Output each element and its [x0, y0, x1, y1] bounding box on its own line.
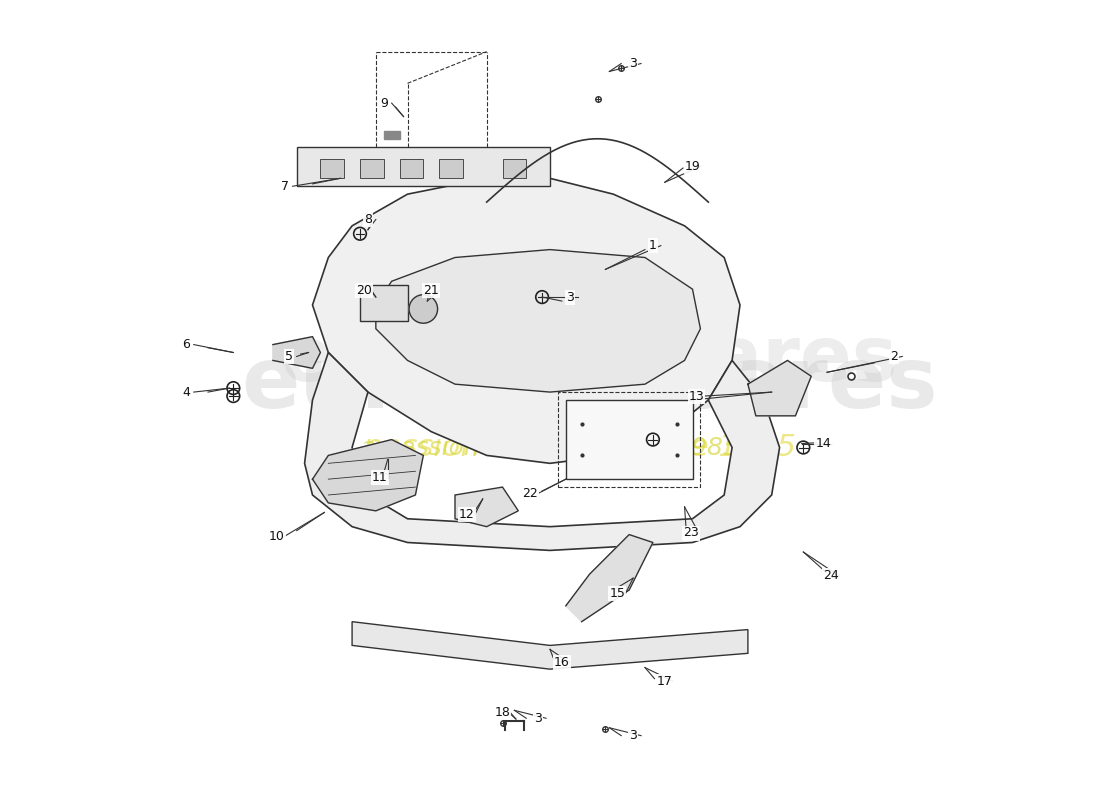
Text: 16: 16	[554, 656, 570, 670]
Polygon shape	[312, 178, 740, 463]
Text: eurocarspares: eurocarspares	[241, 342, 938, 426]
Text: 11: 11	[372, 471, 387, 484]
Text: 3: 3	[535, 712, 542, 725]
Text: 18: 18	[495, 706, 510, 719]
Text: 1: 1	[649, 239, 657, 252]
FancyBboxPatch shape	[565, 400, 693, 479]
Circle shape	[409, 294, 438, 323]
Polygon shape	[455, 487, 518, 526]
Text: 3: 3	[565, 290, 574, 303]
Text: 13: 13	[689, 390, 704, 402]
Text: a passion for parts since 1985: a passion for parts since 1985	[336, 433, 796, 462]
Polygon shape	[312, 439, 424, 511]
FancyBboxPatch shape	[399, 158, 424, 178]
Text: 14: 14	[815, 437, 830, 450]
Text: 17: 17	[657, 674, 673, 687]
Text: 10: 10	[268, 530, 285, 542]
Text: 3: 3	[629, 729, 637, 742]
Polygon shape	[273, 337, 320, 368]
Text: 21: 21	[424, 284, 439, 298]
Text: eurocarspares: eurocarspares	[280, 323, 899, 398]
FancyBboxPatch shape	[320, 158, 344, 178]
Text: 9: 9	[379, 97, 387, 110]
Text: 5: 5	[285, 350, 293, 363]
Text: 23: 23	[683, 526, 698, 539]
Polygon shape	[305, 353, 780, 550]
Polygon shape	[384, 131, 399, 138]
FancyBboxPatch shape	[503, 158, 526, 178]
FancyBboxPatch shape	[360, 158, 384, 178]
Polygon shape	[376, 250, 701, 392]
Text: 22: 22	[522, 487, 538, 500]
Text: 15: 15	[609, 587, 625, 601]
Text: 12: 12	[459, 508, 475, 522]
Polygon shape	[565, 534, 653, 622]
Text: 7: 7	[280, 180, 289, 193]
FancyBboxPatch shape	[297, 146, 550, 186]
Text: 20: 20	[356, 284, 372, 298]
FancyBboxPatch shape	[439, 158, 463, 178]
Polygon shape	[352, 622, 748, 669]
Text: 4: 4	[182, 386, 190, 398]
Text: 24: 24	[823, 570, 839, 582]
Text: 2: 2	[890, 350, 899, 363]
Text: 6: 6	[182, 338, 190, 351]
Polygon shape	[748, 361, 812, 416]
FancyBboxPatch shape	[360, 286, 407, 321]
Text: 3: 3	[629, 57, 637, 70]
Text: 19: 19	[684, 160, 701, 173]
Text: a passion for parts since 1985: a passion for parts since 1985	[361, 435, 739, 459]
Text: 8: 8	[364, 213, 372, 226]
